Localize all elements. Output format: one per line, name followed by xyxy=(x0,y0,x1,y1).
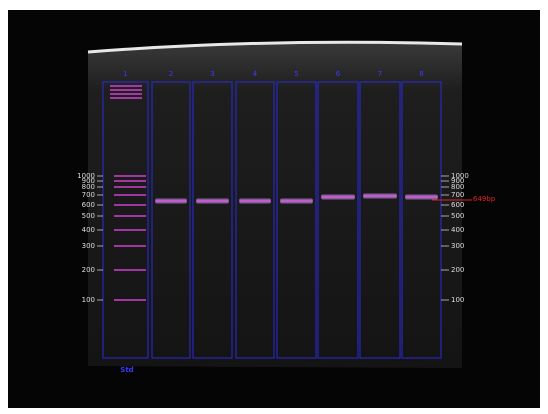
lane-label: 1 xyxy=(123,70,127,78)
right-ladder-label: 500 xyxy=(451,212,464,220)
lane-label: 2 xyxy=(169,70,173,78)
gel-image: 12345678Std10009008007006005004003002001… xyxy=(0,0,548,414)
left-ladder-label: 200 xyxy=(82,266,95,274)
right-ladder-label: 700 xyxy=(451,191,464,199)
right-ladder-label: 100 xyxy=(451,296,464,304)
right-ladder-label: 800 xyxy=(451,183,464,191)
band-label: 649bp xyxy=(473,195,496,203)
lane-label: 3 xyxy=(210,70,214,78)
right-ladder-label: 200 xyxy=(451,266,464,274)
left-ladder-label: 500 xyxy=(82,212,95,220)
right-ladder-label: 400 xyxy=(451,226,464,234)
left-ladder-label: 400 xyxy=(82,226,95,234)
std-label: Std xyxy=(120,366,133,374)
lane-label: 6 xyxy=(336,70,341,78)
right-ladder-label: 300 xyxy=(451,242,464,250)
left-ladder-label: 800 xyxy=(82,183,95,191)
right-ladder-label: 600 xyxy=(451,201,464,209)
left-ladder-label: 600 xyxy=(82,201,95,209)
lane-label: 5 xyxy=(294,70,298,78)
lane-label: 7 xyxy=(378,70,382,78)
left-ladder-label: 700 xyxy=(82,191,95,199)
lane-label: 8 xyxy=(419,70,423,78)
left-ladder-label: 300 xyxy=(82,242,95,250)
lane-label: 4 xyxy=(253,70,258,78)
left-ladder-label: 100 xyxy=(82,296,95,304)
